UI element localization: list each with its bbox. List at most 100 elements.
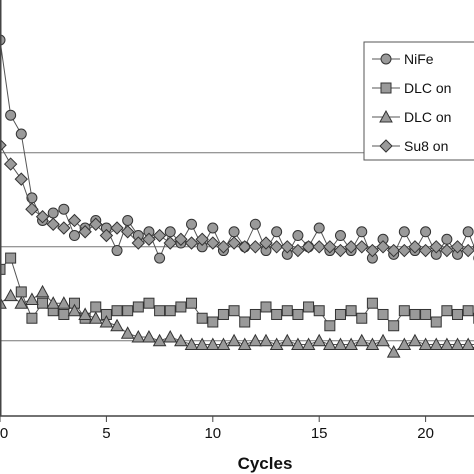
data-point-1-4: [37, 297, 49, 309]
data-point-0-44: [462, 226, 474, 238]
data-point-0-40: [420, 226, 432, 238]
data-point-3-21: [216, 240, 231, 254]
data-point-3-24: [248, 240, 263, 254]
data-point-2-22: [227, 333, 241, 347]
data-point-1-36: [377, 308, 389, 320]
x-axis-title: Cycles: [238, 454, 293, 473]
legend-label-1: DLC on: [404, 80, 451, 96]
data-point-1-2: [15, 286, 27, 298]
data-point-2-5: [46, 296, 61, 309]
data-point-2-9: [88, 311, 103, 324]
data-point-2-12: [120, 326, 135, 339]
data-point-1-43: [452, 308, 464, 320]
data-point-2-10: [99, 314, 114, 328]
data-point-3-15: [152, 228, 167, 243]
data-point-2-23: [237, 337, 252, 351]
data-point-0-24: [249, 218, 261, 230]
data-point-2-1: [3, 288, 18, 302]
data-point-1-16: [164, 305, 176, 317]
data-point-0-16: [164, 226, 176, 238]
data-point-0-15: [154, 252, 166, 264]
legend-items: NiFe DLC on DLC on Su8 on: [372, 51, 451, 154]
data-point-1-9: [90, 301, 102, 313]
data-point-2-30: [312, 333, 327, 347]
series-2-triangle: [0, 284, 474, 358]
series-layer: [0, 34, 474, 358]
data-point-3-5: [46, 217, 60, 231]
legend-label-0: NiFe: [404, 51, 434, 67]
data-point-1-22: [228, 305, 240, 317]
x-tick-label-3: 15: [311, 425, 328, 442]
data-point-3-38: [397, 243, 412, 258]
data-point-1-30: [313, 305, 325, 317]
data-point-0-5: [47, 207, 59, 219]
data-point-0-42: [441, 233, 453, 245]
data-point-2-35: [365, 337, 380, 351]
series-3-diamond: [0, 138, 474, 258]
data-point-1-11: [111, 305, 123, 317]
data-point-3-26: [269, 240, 284, 254]
data-point-1-37: [388, 320, 400, 332]
data-point-1-27: [281, 305, 293, 317]
data-point-3-39: [408, 240, 422, 254]
data-point-1-29: [303, 301, 315, 313]
data-point-3-11: [110, 221, 124, 235]
data-point-1-28: [292, 308, 304, 320]
data-point-2-19: [195, 337, 210, 351]
legend-marker-3: [379, 139, 393, 153]
data-point-3-35: [365, 243, 380, 258]
data-point-2-6: [56, 296, 71, 309]
data-point-2-26: [269, 337, 284, 351]
data-point-3-9: [89, 217, 103, 231]
data-point-3-14: [142, 232, 156, 246]
x-ticks: 0 5 10 15 20: [0, 416, 434, 442]
data-point-2-34: [354, 333, 369, 347]
data-point-2-40: [418, 337, 433, 351]
data-point-1-21: [217, 308, 229, 320]
x-tick-label-2: 10: [204, 425, 221, 442]
data-point-0-38: [398, 226, 410, 238]
data-point-3-4: [35, 210, 50, 224]
data-point-2-29: [301, 337, 316, 351]
data-point-3-20: [206, 236, 220, 250]
data-point-3-25: [259, 236, 273, 250]
data-point-3-42: [440, 243, 454, 258]
data-point-0-28: [292, 230, 304, 242]
data-point-0-2: [15, 128, 27, 140]
data-point-3-7: [67, 213, 82, 228]
data-point-1-44: [462, 305, 474, 317]
data-point-1-23: [239, 316, 251, 328]
data-point-1-33: [345, 305, 357, 317]
x-tick-label-1: 5: [102, 425, 110, 442]
data-point-0-32: [334, 230, 346, 242]
legend-marker-2: [379, 109, 393, 123]
data-point-0-26: [271, 226, 283, 238]
data-point-2-16: [163, 329, 178, 343]
data-point-1-41: [430, 316, 442, 328]
data-point-2-7: [67, 303, 82, 317]
legend-label-3: Su8 on: [404, 138, 448, 154]
data-point-1-14: [143, 297, 155, 309]
data-point-3-37: [386, 243, 401, 258]
data-point-1-34: [356, 312, 368, 324]
data-point-1-12: [122, 305, 134, 317]
data-point-0-18: [186, 218, 198, 230]
data-point-3-1: [3, 157, 18, 171]
data-point-3-23: [238, 240, 252, 254]
data-point-2-28: [291, 337, 305, 351]
data-point-3-16: [163, 236, 177, 250]
data-point-1-6: [58, 308, 70, 320]
data-point-1-26: [271, 308, 283, 320]
data-point-3-17: [174, 232, 188, 246]
data-point-1-32: [334, 308, 346, 320]
data-point-3-29: [301, 240, 316, 254]
data-point-1-15: [154, 305, 166, 317]
data-point-0-7: [68, 230, 80, 242]
data-point-2-39: [408, 333, 422, 347]
series-1-square: [0, 252, 474, 332]
data-point-3-19: [195, 232, 209, 246]
data-point-1-42: [441, 305, 453, 317]
data-point-3-12: [120, 225, 135, 239]
data-point-3-41: [429, 240, 443, 254]
data-point-3-43: [450, 240, 465, 254]
